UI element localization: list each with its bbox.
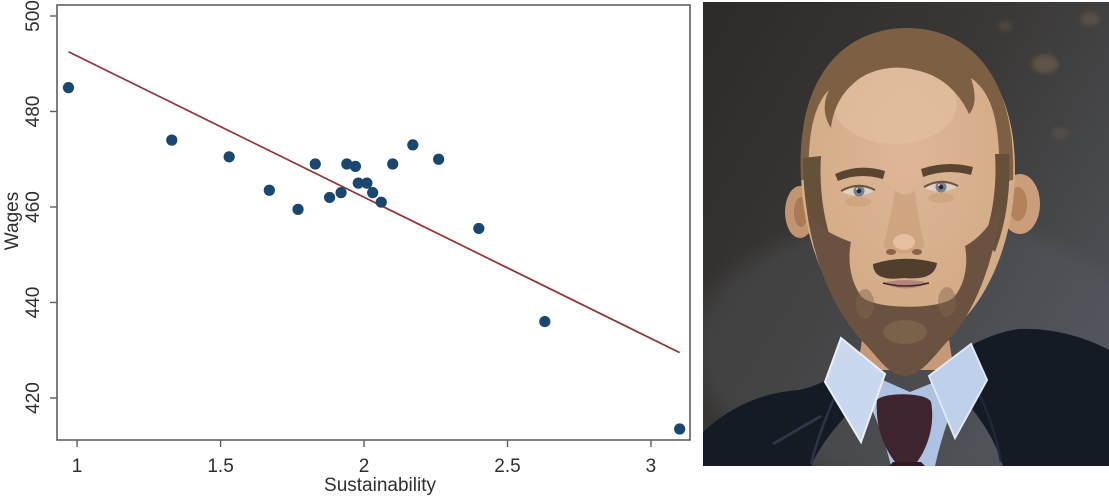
y-tick-label: 480 [23,96,44,128]
eye-left [840,184,876,197]
nose [883,190,925,255]
y-axis-title: Wages [2,191,23,251]
data-point [292,203,304,215]
data-point [352,177,364,189]
data-point [433,153,445,165]
beard-gray-patches [856,287,956,344]
y-tick-label: 440 [23,287,44,319]
portrait-photo-image [693,2,1109,477]
data-point [473,222,485,235]
y-tick-label: 420 [23,382,44,414]
under-eye-right [928,193,954,203]
x-tick-label: 3 [646,456,657,477]
data-point [62,82,75,94]
data-point [361,177,373,189]
data-point [387,158,399,170]
eyebrow-right [921,163,973,177]
x-tick-label: 2.5 [494,456,520,477]
mustache [873,258,937,279]
collar-left [823,336,887,445]
data-point [349,160,362,172]
data-point [407,139,419,151]
y-tick-label: 500 [23,0,44,32]
x-tick-label: 1.5 [207,456,233,477]
x-tick-label: 1 [72,456,83,477]
collar-right [927,342,989,441]
data-point [309,158,321,170]
data-point [539,315,551,328]
data-point [375,196,387,208]
lips [883,280,929,289]
fit-line [68,51,681,354]
x-tick-label: 2 [359,456,370,477]
data-point [323,191,336,204]
y-tick-label: 460 [23,191,44,223]
x-axis-title: Sustainability [324,475,436,496]
data-point [263,184,275,196]
chalk-smudges [998,12,1099,139]
scatter-plot-canvas: 1 1.5 2 2.5 3 420 440 460 480 500 [23,0,691,477]
scatter-plot: 1 1.5 2 2.5 3 420 440 460 480 500 Sustainability … [2,0,691,496]
plot-border [56,4,691,441]
hair [800,28,1014,182]
tie-tail [889,462,925,466]
tie-knot [876,394,933,462]
under-eye-left [845,197,871,207]
data-point [166,134,178,146]
beard [807,204,1001,376]
data-point [341,158,353,170]
eyebrow-left [835,167,885,181]
forehead-highlight [833,64,957,144]
portrait-photo [693,2,1109,477]
eye-right [923,180,959,193]
data-point [367,187,379,199]
mouth-line [882,282,930,287]
lapel-notch-highlight [772,414,822,446]
data-point [335,187,347,199]
data-point [223,151,235,163]
data-point [674,423,686,435]
